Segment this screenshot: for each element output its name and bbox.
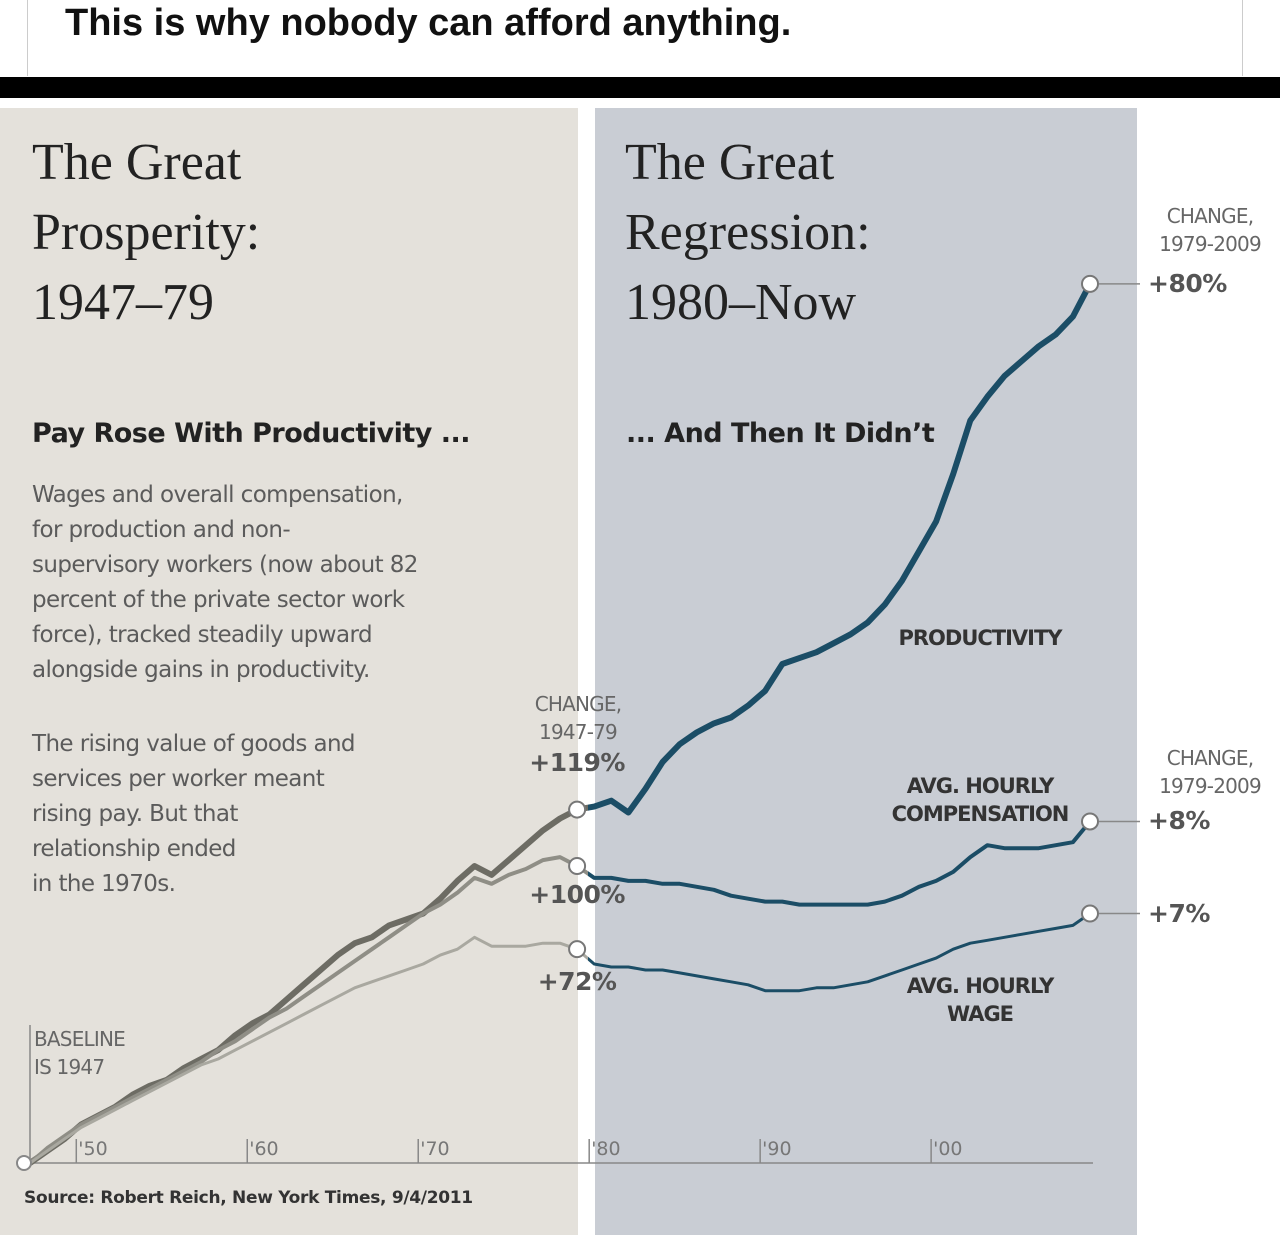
paragraph-line: percent of the private sector work [32, 587, 405, 613]
paragraph-line: services per worker meant [32, 766, 325, 792]
series-line [28, 819, 1092, 1165]
title-line: Regression: [625, 204, 871, 261]
panel-subtitle: Pay Rose With Productivity ... [32, 418, 471, 449]
change-heading: CHANGE, 1947-79 [534, 692, 622, 744]
series-line [28, 912, 1092, 1165]
point-marker [568, 857, 587, 875]
change-label: +8% [1148, 806, 1210, 836]
border [1242, 0, 1243, 76]
regression-panel [595, 108, 1137, 1235]
panel-title: The Great Regression: 1980–Now [625, 128, 871, 338]
x-tick-label: '60 [249, 1138, 279, 1160]
change-heading: CHANGE, 1979-2009 [1159, 204, 1262, 256]
title-line: The Great [625, 134, 835, 191]
series-label: AVG. HOURLY COMPENSATION [891, 774, 1070, 826]
panel-title: The Great Prosperity: 1947–79 [32, 128, 260, 338]
paragraph-line: The rising value of goods and [32, 731, 356, 757]
prosperity-panel [0, 108, 578, 1235]
baseline-note: BASELINE IS 1947 [34, 1027, 126, 1079]
change-label: +119% [529, 747, 625, 777]
point-marker [1081, 904, 1099, 923]
divider [0, 77, 1280, 98]
x-tick-label: '00 [933, 1138, 963, 1160]
border [27, 0, 28, 76]
paragraph-line: Wages and overall compensation, [32, 482, 403, 508]
point-marker [568, 940, 587, 959]
point-marker [568, 800, 587, 819]
paragraph: Wages and overall compensation, for produ… [32, 478, 418, 688]
x-tick-label: '90 [762, 1138, 792, 1160]
change-heading: CHANGE, 1979-2009 [1159, 746, 1262, 798]
paragraph-line: alongside gains in productivity. [32, 657, 370, 683]
change-label: +7% [1148, 898, 1210, 928]
change-label: +80% [1148, 268, 1227, 298]
paragraph-line: in the 1970s. [32, 871, 176, 897]
paragraph-line: rising pay. But that [32, 801, 238, 827]
x-tick-label: '50 [78, 1138, 108, 1160]
change-label: +72% [537, 967, 617, 997]
x-tick-label: '70 [420, 1138, 450, 1160]
title-line: 1947–79 [32, 274, 214, 331]
series-label: PRODUCTIVITY [898, 626, 1062, 650]
paragraph: The rising value of goods and services pe… [32, 727, 356, 902]
point-marker [1081, 812, 1099, 831]
baseline-marker [16, 1155, 32, 1171]
point-marker [1081, 274, 1099, 293]
series-line [27, 280, 1093, 1166]
series-label: AVG. HOURLY WAGE [906, 974, 1055, 1026]
post-text: This is why nobody can afford anything. [65, 2, 792, 44]
title-line: 1980–Now [625, 274, 857, 331]
title-line: Prosperity: [32, 204, 261, 261]
source: Source: Robert Reich, New York Times, 9/… [24, 1188, 473, 1208]
change-label: +100% [529, 880, 625, 909]
panel-subtitle: ... And Then It Didn’t [626, 418, 935, 449]
paragraph-line: supervisory workers (now about 82 [32, 552, 418, 578]
x-tick-label: '80 [591, 1138, 621, 1160]
paragraph-line: for production and non- [32, 517, 291, 543]
paragraph-line: force), tracked steadily upward [32, 622, 373, 648]
paragraph-line: relationship ended [32, 836, 236, 862]
title-line: The Great [32, 134, 242, 191]
